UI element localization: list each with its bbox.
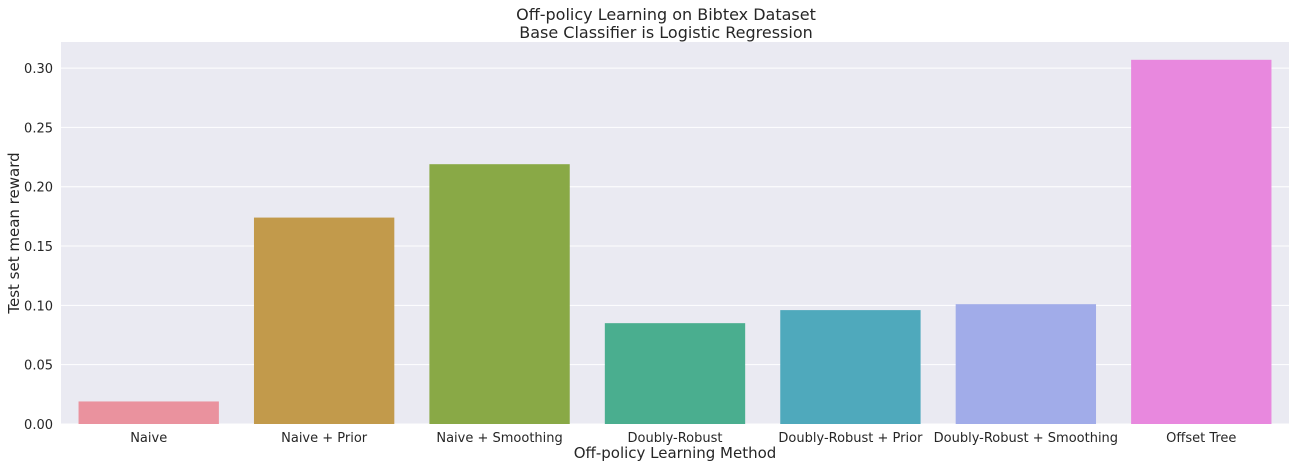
- bar-naive-prior: [253, 217, 395, 424]
- chart-title: Off-policy Learning on Bibtex Dataset: [516, 5, 816, 24]
- chart-subtitle: Base Classifier is Logistic Regression: [519, 23, 813, 42]
- bar-doubly-robust-smoothing: [955, 304, 1097, 424]
- y-tick-label: 0.30: [24, 62, 53, 77]
- bar-naive: [78, 401, 219, 424]
- x-tick-label: Offset Tree: [1166, 431, 1236, 446]
- x-axis-label: Off-policy Learning Method: [574, 444, 777, 462]
- bar-naive-smoothing: [429, 164, 570, 424]
- x-tick-label: Doubly-Robust: [628, 431, 723, 446]
- x-tick-label: Doubly-Robust + Smoothing: [934, 431, 1118, 446]
- x-axis-ticks: Naive Naive + Prior Naive + Smoothing Doubl…: [130, 431, 1236, 446]
- bars: [78, 59, 1272, 424]
- x-tick-label: Naive + Prior: [281, 431, 368, 446]
- x-tick-label: Naive: [130, 431, 167, 446]
- y-tick-label: 0.10: [24, 299, 53, 314]
- y-tick-label: 0.05: [24, 359, 53, 374]
- y-tick-label: 0.00: [24, 418, 53, 433]
- y-tick-label: 0.20: [24, 181, 53, 196]
- x-tick-label: Doubly-Robust + Prior: [778, 431, 923, 446]
- bar-doubly-robust: [604, 323, 746, 424]
- bar-offset-tree: [1131, 59, 1272, 424]
- x-tick-label: Naive + Smoothing: [436, 431, 562, 446]
- y-tick-label: 0.15: [24, 240, 53, 255]
- bar-doubly-robust-prior: [780, 310, 921, 424]
- y-axis-label: Test set mean reward: [5, 152, 23, 314]
- y-axis-ticks: 0.00 0.05 0.10 0.15 0.20 0.25 0.30: [24, 62, 53, 433]
- y-tick-label: 0.25: [24, 121, 53, 136]
